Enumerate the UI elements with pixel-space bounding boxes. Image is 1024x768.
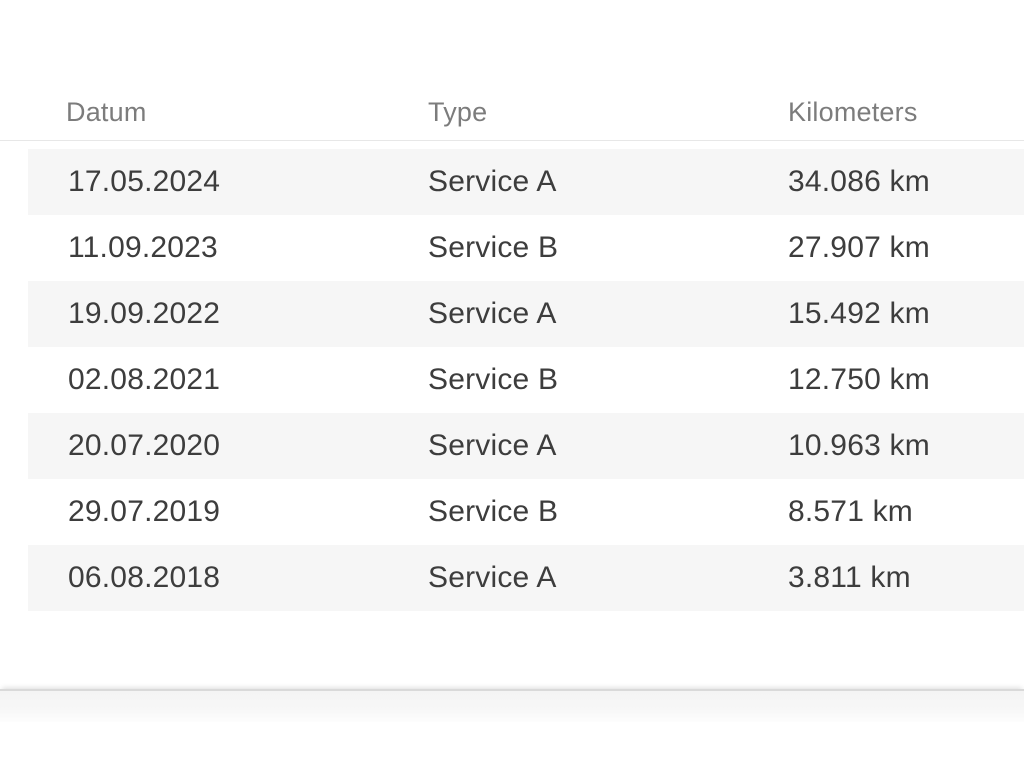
table-header-row: Datum Type Kilometers — [0, 84, 1024, 141]
cell-kilometers: 27.907 km — [788, 231, 930, 264]
table-row: 11.09.2023 Service B 27.907 km — [0, 215, 1024, 281]
column-header-datum: Datum — [66, 96, 147, 127]
table-row: 02.08.2021 Service B 12.750 km — [0, 347, 1024, 413]
cell-kilometers: 8.571 km — [788, 495, 913, 528]
cell-datum: 02.08.2021 — [68, 363, 221, 396]
cell-datum: 06.08.2018 — [68, 561, 221, 594]
cell-type: Service A — [428, 561, 557, 594]
table-row: 19.09.2022 Service A 15.492 km — [0, 281, 1024, 347]
cell-kilometers: 15.492 km — [788, 297, 930, 330]
column-header-type: Type — [428, 96, 488, 127]
cell-datum: 29.07.2019 — [68, 495, 221, 528]
table-row: 20.07.2020 Service A 10.963 km — [0, 413, 1024, 479]
table-row: 29.07.2019 Service B 8.571 km — [0, 479, 1024, 545]
table-row: 06.08.2018 Service A 3.811 km — [0, 545, 1024, 611]
service-history-table: Datum Type Kilometers 17.05.2024 Service… — [0, 84, 1024, 611]
cell-type: Service A — [428, 297, 557, 330]
cell-type: Service B — [428, 363, 559, 396]
cell-datum: 19.09.2022 — [68, 297, 221, 330]
cell-type: Service A — [428, 165, 557, 198]
cell-type: Service B — [428, 231, 559, 264]
column-header-kilometers: Kilometers — [788, 96, 918, 127]
cell-kilometers: 12.750 km — [788, 363, 930, 396]
cell-kilometers: 34.086 km — [788, 165, 930, 198]
cell-type: Service A — [428, 429, 557, 462]
cell-datum: 20.07.2020 — [68, 429, 221, 462]
cell-datum: 11.09.2023 — [68, 231, 218, 264]
table-row: 17.05.2024 Service A 34.086 km — [0, 149, 1024, 215]
section-divider — [0, 689, 1024, 722]
cell-kilometers: 10.963 km — [788, 429, 930, 462]
cell-kilometers: 3.811 km — [788, 561, 911, 594]
cell-datum: 17.05.2024 — [68, 165, 221, 198]
cell-type: Service B — [428, 495, 559, 528]
table-body: 17.05.2024 Service A 34.086 km 11.09.202… — [0, 149, 1024, 611]
